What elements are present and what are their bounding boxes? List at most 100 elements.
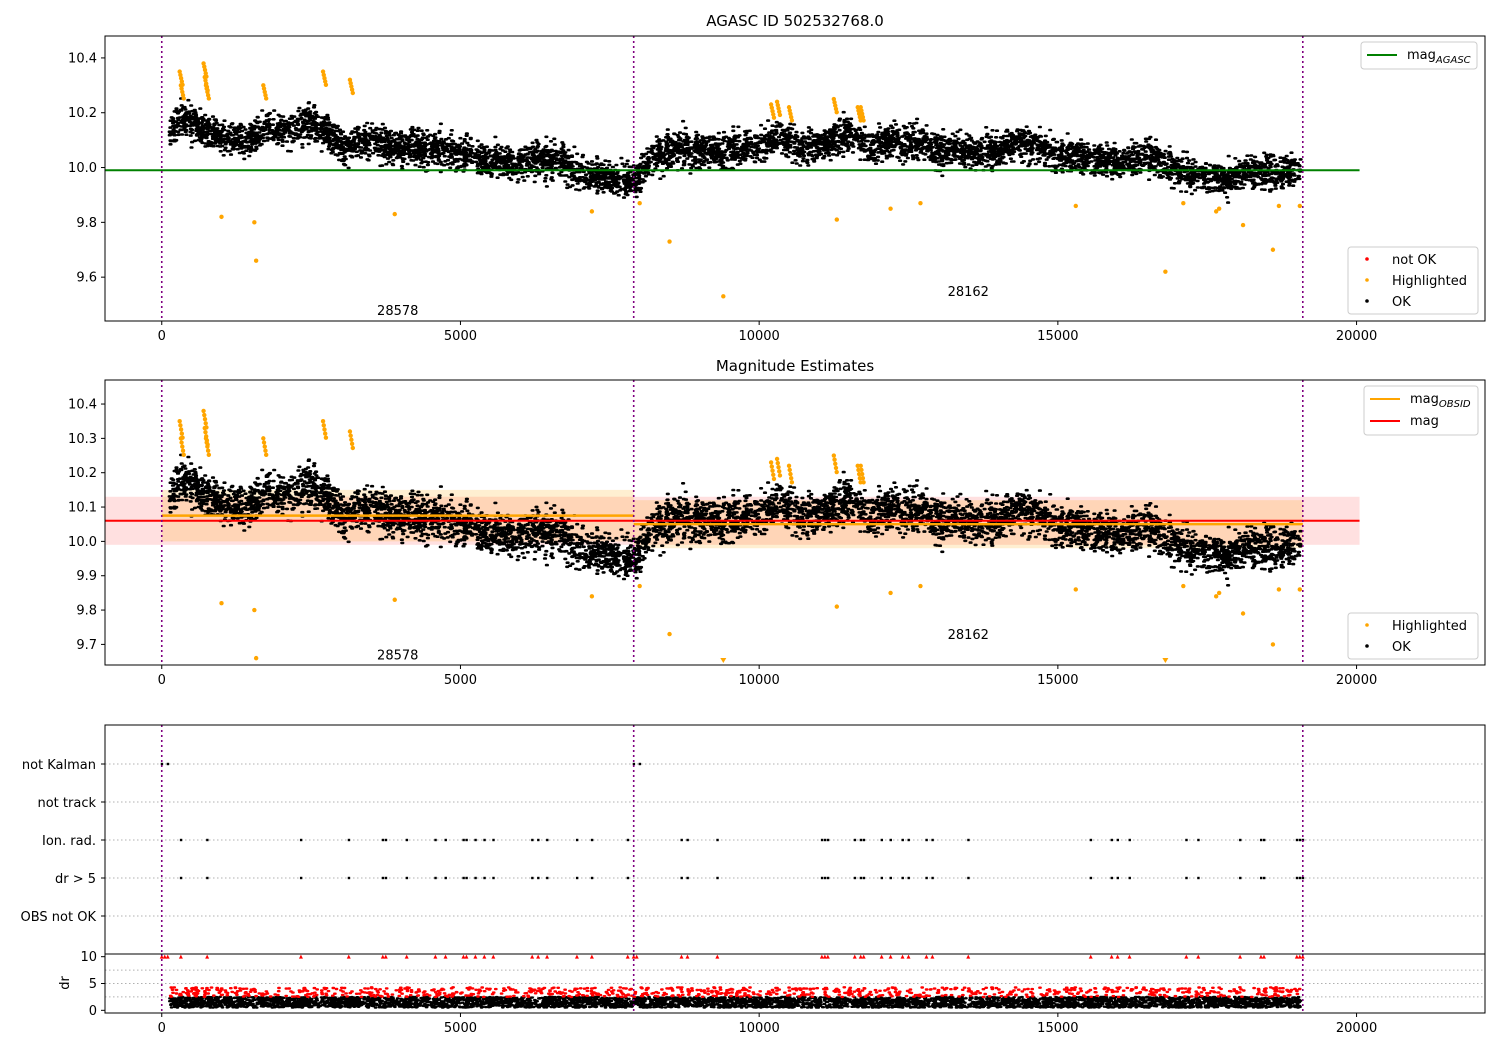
legend-label: OK xyxy=(1392,640,1411,655)
flag-point xyxy=(179,876,183,880)
highlighted-point xyxy=(859,108,864,113)
highlighted-point xyxy=(347,429,353,434)
agasc-magnitude-panel: 28578 28162 0 5000 10000 15000 20000 9.6 9.8 10.0… xyxy=(68,35,1486,344)
highlighted-point xyxy=(205,92,211,98)
flag-point xyxy=(1089,838,1093,842)
flag-point xyxy=(381,838,385,842)
flag-point xyxy=(880,876,884,880)
flag-point xyxy=(823,876,827,880)
magnitude-estimates-panel: 28578 28162 0 5000 10000 15000 20000 9.7 9.8 9.9 1… xyxy=(68,379,1486,688)
flag-point xyxy=(859,876,863,880)
highlighted-point xyxy=(788,114,794,120)
dr-offscale-marker xyxy=(1238,954,1243,959)
x-tick-label: 5000 xyxy=(444,1021,477,1036)
x-tick-label: 10000 xyxy=(738,329,779,344)
flag-point xyxy=(880,838,884,842)
highlighted-point xyxy=(261,86,267,91)
dr-offscale-marker xyxy=(162,954,167,959)
dr-axis-label: dr xyxy=(58,976,73,990)
highlighted-point xyxy=(322,427,327,432)
flag-point xyxy=(1298,876,1302,880)
highlighted-point xyxy=(177,419,182,424)
flag-point xyxy=(853,838,857,842)
flag-point xyxy=(405,876,409,880)
highlighted-point xyxy=(1181,200,1186,206)
highlighted-point xyxy=(323,82,329,87)
legend-box xyxy=(1347,612,1479,660)
highlighted-point xyxy=(1213,209,1219,214)
dr-offscale-marker xyxy=(1109,954,1114,959)
flags-panel: not Kalman not track Ion. rad. dr > 5 OBS no… xyxy=(21,724,1486,955)
obsid-label: 28578 xyxy=(377,649,418,664)
dr-offscale-marker xyxy=(530,954,535,959)
highlighted-point xyxy=(178,436,184,441)
flag-point xyxy=(931,838,934,842)
highlighted-point xyxy=(202,64,207,69)
flag-point xyxy=(465,876,468,880)
offscale-marker xyxy=(720,658,727,663)
legend-marker xyxy=(1365,257,1369,261)
flag-point xyxy=(590,876,594,880)
flag-point xyxy=(206,876,209,880)
highlighted-point xyxy=(589,594,595,599)
highlighted-point xyxy=(787,108,792,113)
highlighted-point xyxy=(1297,587,1303,592)
highlighted-point xyxy=(1163,269,1168,274)
dr-offscale-marker xyxy=(1258,954,1263,959)
y-tick-label: 5 xyxy=(89,977,97,992)
flag-point xyxy=(531,838,534,842)
dr-offscale-marker xyxy=(1184,954,1189,959)
flag-point xyxy=(1301,876,1305,880)
highlighted-point xyxy=(261,436,266,441)
highlighted-point xyxy=(261,440,267,445)
flag-point xyxy=(465,838,468,842)
highlighted-point xyxy=(178,72,183,78)
x-tick-label: 15000 xyxy=(1037,1021,1078,1036)
dr-ok-points xyxy=(168,995,1303,1009)
highlighted-point xyxy=(322,76,327,81)
legend-label: Highlighted xyxy=(1392,619,1467,634)
highlighted-point xyxy=(834,217,840,222)
highlighted-point xyxy=(786,463,792,469)
legend-subscript: AGASC xyxy=(1435,55,1471,66)
flag-point xyxy=(474,838,477,842)
highlighted-point xyxy=(1276,587,1282,592)
highlighted-point xyxy=(788,471,793,477)
legend-label: mag xyxy=(1410,414,1439,429)
dr-offscale-marker xyxy=(346,954,351,959)
flag-point xyxy=(826,876,830,880)
highlighted-point xyxy=(178,83,184,88)
flag-row-label: dr > 5 xyxy=(55,872,96,887)
dr-offscale-marker xyxy=(380,954,385,959)
highlighted-point xyxy=(203,429,208,435)
dr-offscale-marker xyxy=(1261,954,1266,959)
dr-offscale-marker xyxy=(159,954,164,959)
dr-offscale-marker xyxy=(1115,954,1120,959)
highlighted-point xyxy=(204,440,209,445)
highlighted-point xyxy=(918,583,923,589)
dr-offscale-marker xyxy=(1127,954,1132,959)
highlighted-point xyxy=(323,79,328,84)
highlighted-point xyxy=(181,452,186,458)
highlighted-point xyxy=(667,239,672,244)
flag-point xyxy=(160,762,164,766)
highlighted-point xyxy=(831,453,837,458)
highlighted-point xyxy=(832,100,837,105)
highlighted-point xyxy=(777,473,783,478)
y-tick-label: 9.6 xyxy=(76,271,97,286)
flag-point xyxy=(1262,838,1266,842)
flag-point xyxy=(686,838,689,842)
axes-frame xyxy=(104,35,1486,322)
legend-marker xyxy=(1365,644,1369,648)
flag-point xyxy=(492,838,495,842)
dr-offscale-marker xyxy=(482,954,487,959)
flag-point xyxy=(820,838,824,842)
flag-point xyxy=(590,838,594,842)
flag-point xyxy=(384,876,388,880)
dr-offscale-marker xyxy=(625,954,630,959)
flag-point xyxy=(1185,838,1188,842)
highlighted-point xyxy=(769,105,775,110)
highlighted-point xyxy=(347,77,353,83)
